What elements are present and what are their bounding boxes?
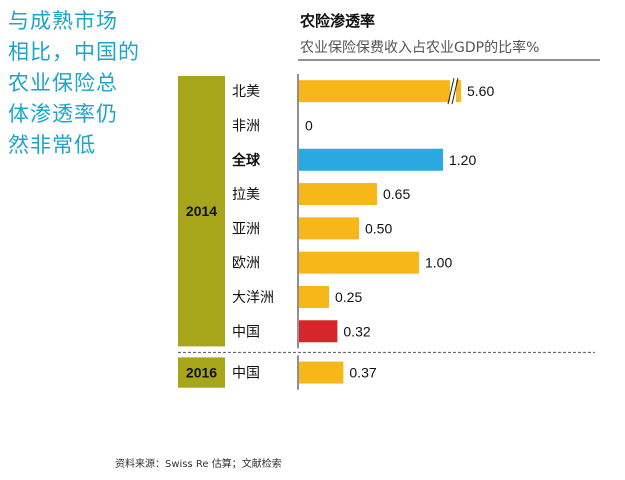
year-label-2014: 2014: [186, 203, 217, 219]
row-2014-category-label: 大洋洲: [232, 290, 274, 306]
row-2014-category-label: 中国: [232, 324, 260, 340]
row-2016-category-label: 中国: [232, 366, 260, 382]
headline-line: 相比，中国的: [8, 40, 140, 64]
row-2014-category-label: 非洲: [232, 118, 260, 134]
headline-line: 与成熟市场: [8, 9, 118, 33]
row-2014-bar: [299, 320, 338, 343]
row-2014-value-label: 1.20: [449, 152, 476, 168]
year-box-2014: [178, 76, 225, 347]
row-2014-bar: [299, 148, 443, 171]
row-2014-bar: [299, 285, 329, 308]
axis-break-gap: [450, 78, 456, 105]
row-2014-value-label: 5.60: [467, 83, 494, 99]
row-2014-value-label: 0.65: [383, 186, 410, 202]
row-2014-category-label: 全球: [231, 152, 261, 169]
row-2014-value-label: 0.50: [365, 220, 392, 236]
row-2016-value-label: 0.37: [349, 365, 376, 381]
year-label-2016: 2016: [186, 365, 217, 381]
row-2014-bar: [299, 251, 419, 274]
row-2014-category-label: 拉美: [232, 187, 260, 203]
headline-line: 农业保险总: [8, 71, 118, 95]
row-2014-category-label: 北美: [232, 84, 260, 100]
headline-text: 与成熟市场 相比，中国的 农业保险总 体渗透率仍 然非常低: [8, 6, 140, 161]
row-2014-value-label: 0: [305, 117, 313, 133]
row-2014-value-label: 1.00: [425, 255, 452, 271]
row-2014-bar: [299, 217, 359, 240]
year-box-2016: [178, 357, 225, 388]
chart-title: 农险渗透率: [300, 12, 376, 30]
source-note: 资料来源：Swiss Re 估算；文献检索: [115, 459, 282, 470]
headline-line: 然非常低: [8, 133, 96, 157]
row-2014-value-label: 0.25: [335, 289, 362, 305]
headline-line: 体渗透率仍: [8, 102, 118, 126]
row-2014-bar: [299, 183, 377, 206]
row-2014-value-label: 0.32: [343, 323, 370, 339]
axis-break-mark: [451, 78, 459, 105]
row-2014-category-label: 欧洲: [232, 256, 260, 272]
row-2014-category-label: 亚洲: [232, 221, 260, 237]
row-2014-bar: [299, 80, 461, 103]
row-2016-bar: [299, 361, 344, 384]
axis-break-mark: [447, 78, 455, 105]
chart-subtitle: 农业保险保费收入占农业GDP的比率%: [300, 40, 540, 56]
